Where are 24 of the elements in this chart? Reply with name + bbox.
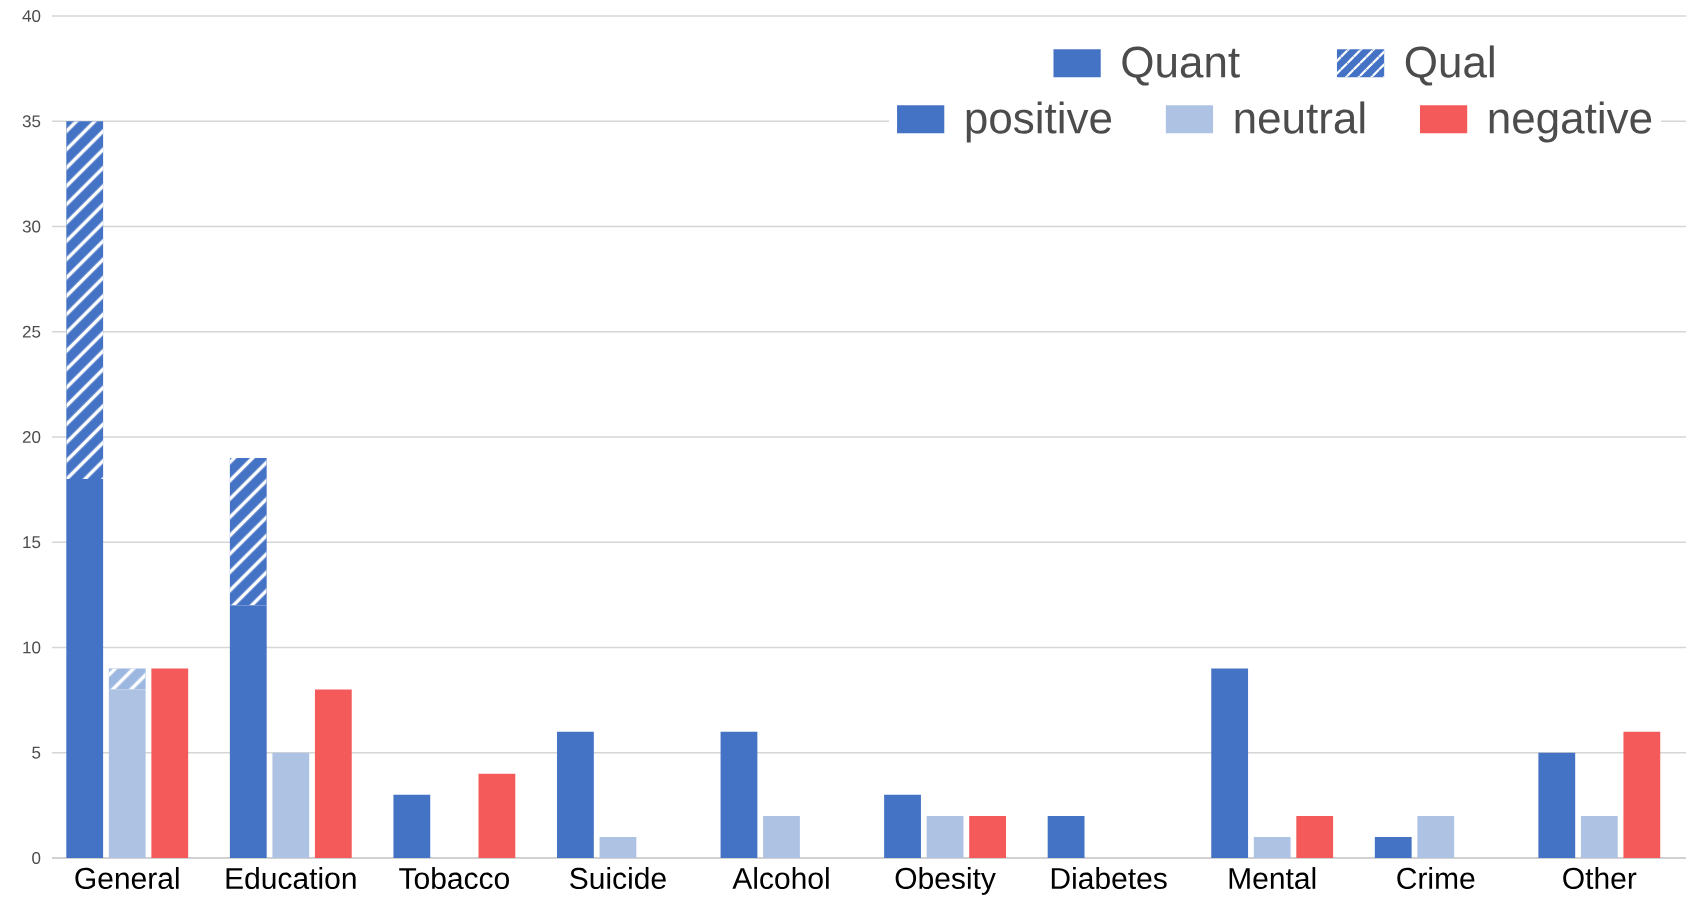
- x-tick-label: Diabetes: [1051, 867, 1167, 890]
- legend-label: Qual: [1405, 45, 1494, 86]
- x-tick-label: Tobacco: [399, 867, 510, 890]
- legend-label: positive: [966, 101, 1112, 143]
- x-tick-label: Mental: [1229, 867, 1316, 890]
- y-tick-label: 15: [23, 536, 41, 549]
- y-tick-label: 10: [23, 641, 41, 654]
- y-tick-label: 20: [22, 430, 41, 443]
- x-tick-label: Obesity: [895, 867, 996, 895]
- x-tick-label: Alcohol: [732, 867, 829, 890]
- x-tick-label: Other: [1563, 867, 1637, 890]
- y-tick-label: 5: [32, 746, 41, 759]
- y-tick-label: 40: [22, 9, 41, 22]
- y-tick-label: 35: [22, 115, 41, 128]
- x-tick-label: Crime: [1397, 867, 1475, 890]
- legend-label: negative: [1489, 101, 1652, 143]
- annotation: Quant: [1122, 46, 1240, 86]
- x-tick-label: Education: [226, 867, 356, 890]
- x-tick-label: General: [75, 867, 179, 890]
- y-tick-label: 30: [22, 220, 41, 233]
- y-tick-label: 0: [32, 851, 41, 865]
- x-tick-label: Suicide: [570, 867, 666, 890]
- legend-label: neutral: [1235, 101, 1365, 134]
- y-tick-label: 25: [22, 325, 41, 338]
